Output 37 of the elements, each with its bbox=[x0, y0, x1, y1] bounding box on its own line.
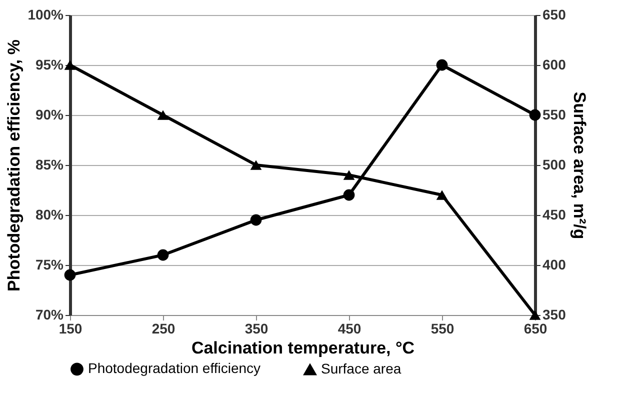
y2-tick-label: 500 bbox=[542, 156, 566, 172]
point bbox=[64, 269, 76, 281]
x-tick-label: 250 bbox=[152, 320, 176, 336]
x-tick-label: 650 bbox=[524, 320, 548, 336]
x-tick-label: 350 bbox=[244, 320, 268, 336]
y-tick-label: 95% bbox=[35, 56, 64, 72]
point bbox=[436, 190, 448, 200]
x-tick-label: 150 bbox=[58, 320, 82, 336]
y-tick-label: 85% bbox=[35, 156, 64, 172]
point bbox=[343, 170, 355, 180]
x-tick-label: 550 bbox=[430, 320, 454, 336]
y2-tick-label: 350 bbox=[542, 306, 566, 322]
point bbox=[64, 60, 76, 70]
y-tick-label: 75% bbox=[35, 256, 64, 272]
x-axis-title: Calcination temperature, °C bbox=[191, 338, 415, 358]
y-tick-label: 70% bbox=[35, 306, 64, 322]
y-tick-label: 80% bbox=[35, 206, 64, 222]
y2-tick-label: 450 bbox=[542, 206, 566, 222]
y-axis-title: Photodegradation efficiency, % bbox=[4, 40, 24, 292]
y2-axis-title: Surface area, m²/g bbox=[570, 92, 589, 240]
legend-label: Surface area bbox=[321, 360, 402, 377]
y-tick-label: 100% bbox=[28, 6, 64, 22]
y2-tick-label: 600 bbox=[542, 56, 566, 72]
y2-tick-label: 400 bbox=[542, 256, 566, 272]
point bbox=[436, 59, 448, 71]
point bbox=[529, 109, 541, 121]
point bbox=[157, 110, 169, 120]
y2-tick-label: 650 bbox=[542, 6, 566, 22]
point bbox=[157, 249, 169, 261]
y-tick-label: 90% bbox=[35, 106, 64, 122]
point bbox=[250, 214, 262, 226]
point bbox=[250, 160, 262, 170]
point bbox=[529, 310, 541, 320]
point bbox=[343, 189, 355, 201]
y2-tick-label: 550 bbox=[542, 106, 566, 122]
x-tick-label: 450 bbox=[338, 320, 362, 336]
legend-label: Photodegradation efficiency bbox=[88, 360, 261, 376]
